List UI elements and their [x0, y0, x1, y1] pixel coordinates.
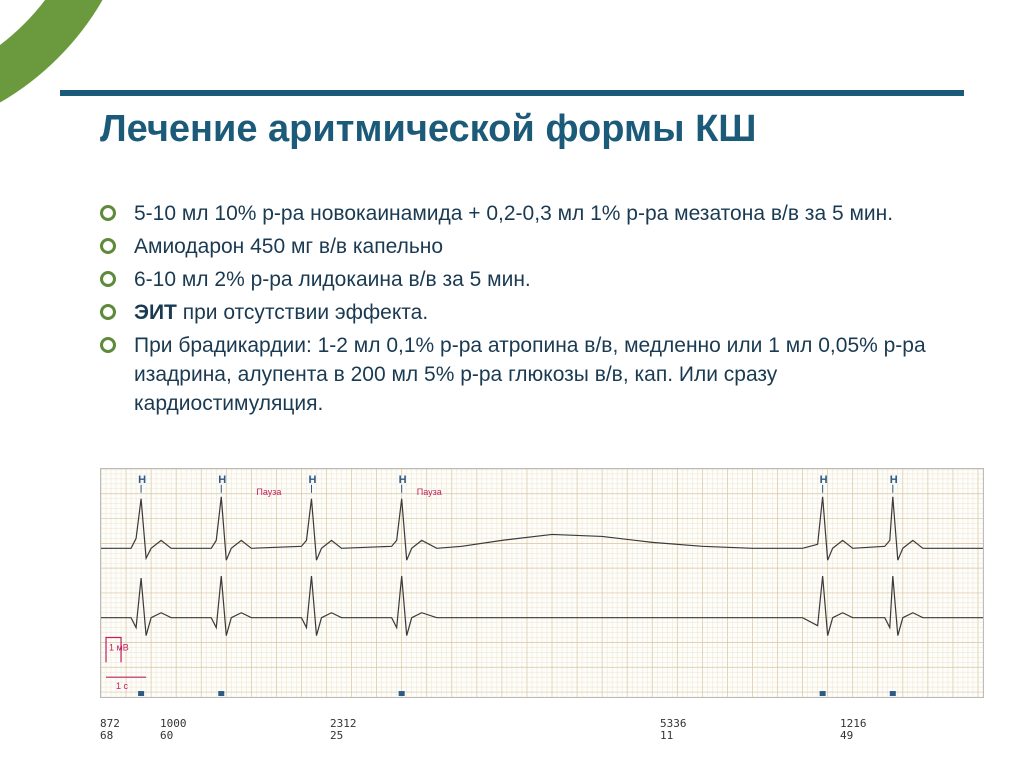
- bullet-item: Амиодарон 450 мг в/в капельно: [100, 233, 964, 262]
- svg-text:Пауза: Пауза: [256, 487, 281, 497]
- svg-text:1 мВ: 1 мВ: [109, 642, 129, 652]
- title-bar: [60, 90, 964, 96]
- bullet-list: 5-10 мл 10% р-ра новокаинамида + 0,2-0,3…: [100, 200, 964, 423]
- bullet-item: 5-10 мл 10% р-ра новокаинамида + 0,2-0,3…: [100, 200, 964, 229]
- footer-pair: 100060: [160, 718, 187, 742]
- footer-pair: 87268: [100, 718, 120, 742]
- slide-title: Лечение аритмической формы КШ: [100, 108, 964, 151]
- footer-pair: 121649: [840, 718, 867, 742]
- bullet-item: ЭИТ при отсутствии эффекта.: [100, 299, 964, 328]
- svg-text:H: H: [138, 474, 146, 486]
- svg-text:H: H: [218, 474, 226, 486]
- footer-pair: 533611: [660, 718, 687, 742]
- footer-pair: 231225: [330, 718, 357, 742]
- bullet-item: При брадикардии: 1-2 мл 0,1% р-ра атропи…: [100, 332, 964, 419]
- svg-text:H: H: [890, 474, 898, 486]
- bullet-item: 6-10 мл 2% р-ра лидокаина в/в за 5 мин.: [100, 266, 964, 295]
- svg-text:1 с: 1 с: [116, 681, 129, 691]
- svg-text:Пауза: Пауза: [417, 487, 442, 497]
- svg-text:H: H: [399, 474, 407, 486]
- ecg-chart: 1 мВ 1 с H H H H H H Пауза Пауза: [100, 468, 984, 698]
- svg-text:H: H: [308, 474, 316, 486]
- svg-text:H: H: [820, 474, 828, 486]
